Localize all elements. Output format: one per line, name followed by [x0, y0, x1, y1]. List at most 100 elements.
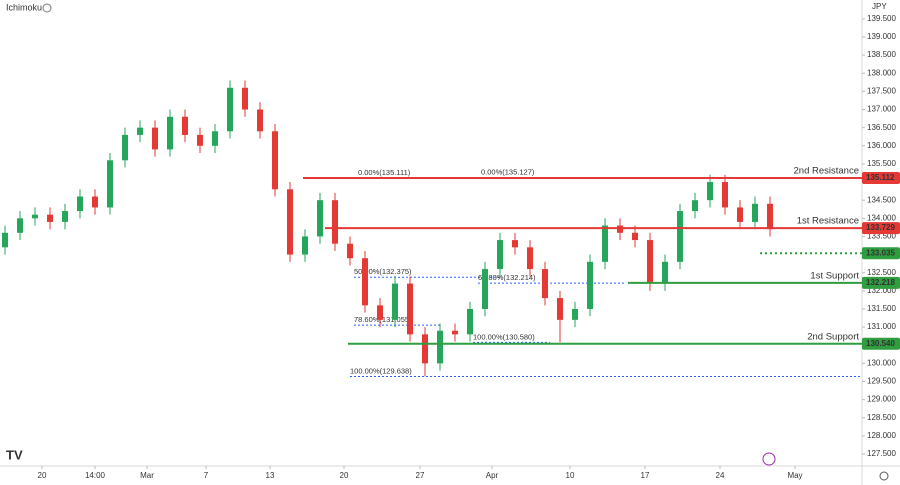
candle-body [302, 236, 308, 255]
y-tick-label: 129.500 [867, 377, 896, 386]
x-tick-label: 24 [716, 471, 725, 480]
fib-label: 0.00%(135.111) [358, 168, 411, 177]
y-tick-label: 136.000 [867, 141, 896, 150]
y-tick-label: 136.500 [867, 123, 896, 132]
y-tick-label: 137.000 [867, 105, 896, 114]
price-badge [862, 337, 900, 350]
candle-body [32, 214, 38, 219]
candle-body [467, 308, 473, 335]
candle-body [392, 283, 398, 320]
candle-body [107, 160, 113, 208]
level-name: 1st Support [810, 270, 859, 281]
candle-body [227, 87, 233, 132]
price-badge [862, 276, 900, 289]
candle-body [437, 330, 443, 364]
candle-body [362, 258, 368, 306]
y-tick-label: 131.000 [867, 322, 896, 331]
y-tick-label: 134.000 [867, 213, 896, 222]
candle-body [92, 196, 98, 208]
x-tick-label: Apr [486, 471, 499, 480]
candle-body [257, 109, 263, 132]
x-tick-label: 27 [416, 471, 425, 480]
fib-label: 61.80%(132.214) [478, 273, 536, 282]
candle-body [767, 203, 773, 230]
event-icon[interactable] [762, 452, 776, 466]
price-badge [862, 171, 900, 184]
candle-body [422, 334, 428, 364]
x-tick-label: 7 [204, 471, 209, 480]
candle-body [197, 134, 203, 146]
candle-body [17, 218, 23, 233]
level-name: 1st Resistance [797, 216, 859, 227]
y-tick-label: 130.000 [867, 358, 896, 367]
candle-body [662, 261, 668, 284]
candle-body [557, 298, 563, 320]
fib-label: 0.00%(135.127) [481, 167, 535, 176]
candle-body [452, 330, 458, 335]
candle-body [587, 261, 593, 309]
visibility-icon[interactable] [42, 3, 52, 13]
y-tick-label: 129.000 [867, 395, 896, 404]
candle-body [47, 214, 53, 222]
settings-icon[interactable] [879, 471, 889, 481]
y-tick-label: 128.000 [867, 431, 896, 440]
x-tick-label: 17 [641, 471, 650, 480]
candle-body [512, 240, 518, 248]
candle-body [737, 207, 743, 222]
indicator-label: Ichimoku [6, 2, 42, 12]
candle-body [707, 182, 713, 201]
level-name: 2nd Support [807, 331, 859, 342]
price-badge-label: 133.729 [866, 223, 895, 232]
candle-body [347, 243, 353, 259]
candle-body [527, 247, 533, 270]
candle-body [377, 305, 383, 320]
y-tick-label: 138.500 [867, 50, 896, 59]
x-tick-label: 10 [566, 471, 575, 480]
fib-label: 100.00%(129.638) [350, 366, 412, 375]
currency-label: JPY [872, 2, 887, 11]
candle-body [617, 225, 623, 233]
candle-body [272, 131, 278, 190]
fib-label: 78.60%(131.055) [354, 315, 412, 324]
candle-body [482, 269, 488, 309]
level-name: 2nd Resistance [794, 166, 859, 177]
y-tick-label: 138.000 [867, 68, 896, 77]
candle-body [317, 200, 323, 237]
x-tick-label: May [787, 471, 802, 480]
y-tick-label: 127.500 [867, 449, 896, 458]
price-badge-label: 130.540 [866, 339, 895, 348]
candle-body [677, 211, 683, 262]
logo: TV [6, 447, 23, 462]
x-tick-label: 20 [340, 471, 349, 480]
x-tick-label: 20 [38, 471, 47, 480]
y-tick-label: 131.500 [867, 304, 896, 313]
candle-body [242, 87, 248, 110]
candle-body [77, 196, 83, 212]
candle-body [647, 240, 653, 284]
candle-body [752, 203, 758, 222]
price-badge [862, 247, 900, 260]
candle-body [182, 116, 188, 135]
candle-body [287, 189, 293, 255]
y-tick-label: 139.000 [867, 32, 896, 41]
price-badge [862, 222, 900, 235]
candle-body [212, 131, 218, 146]
candle-body [332, 200, 338, 244]
x-tick-label: 14:00 [85, 471, 106, 480]
candle-body [122, 134, 128, 161]
y-tick-label: 134.500 [867, 195, 896, 204]
y-tick-label: 132.000 [867, 286, 896, 295]
candle-body [602, 225, 608, 262]
candle-body [2, 232, 8, 248]
x-tick-label: Mar [140, 471, 154, 480]
y-tick-label: 132.500 [867, 268, 896, 277]
candle-body [62, 211, 68, 222]
candle-body [542, 269, 548, 299]
y-tick-label: 135.500 [867, 159, 896, 168]
y-tick-label: 137.500 [867, 86, 896, 95]
candle-body [407, 283, 413, 335]
candle-body [152, 127, 158, 150]
x-tick-label: 13 [266, 471, 275, 480]
